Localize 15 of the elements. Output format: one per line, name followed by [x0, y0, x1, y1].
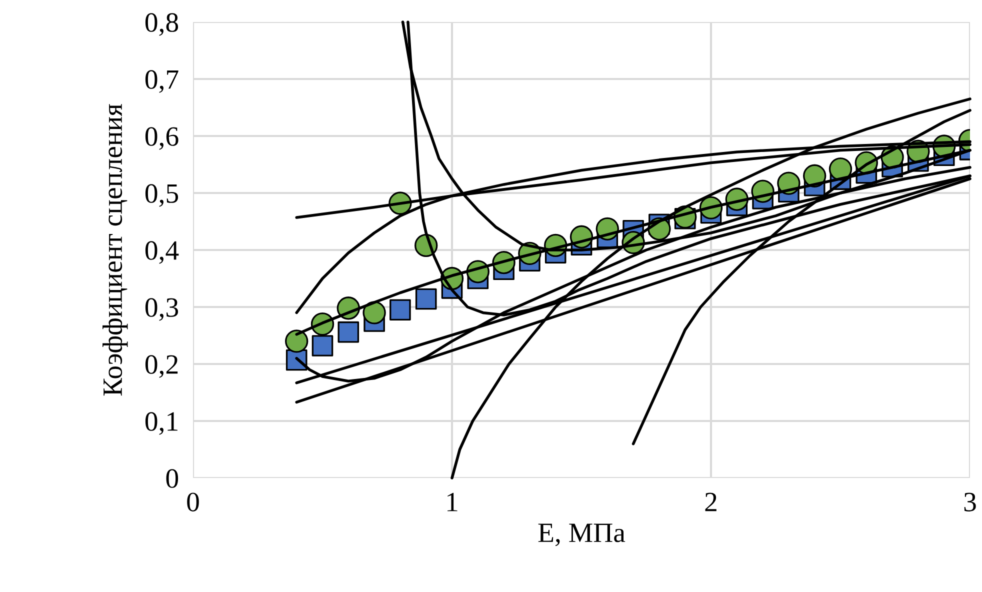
- x-tick-label: 2: [705, 492, 716, 512]
- x-tick-label: 1: [448, 492, 458, 512]
- y-tick-label: 0,2: [145, 355, 178, 378]
- y-tick-label: 0,3: [145, 298, 178, 321]
- y-tick-label: 0,6: [145, 127, 178, 150]
- x-tick-label: 3: [964, 492, 976, 512]
- y-tick-label: 0,5: [145, 184, 178, 207]
- y-axis-title: Коэффициент сцепления: [102, 104, 128, 396]
- y-tick-label: 0,4: [145, 241, 179, 264]
- y-tick-label: 0,7: [145, 70, 178, 93]
- x-axis-title: E, МПа: [538, 524, 626, 546]
- y-tick-label: 0: [166, 469, 178, 488]
- y-tick-label: 0,1: [145, 412, 178, 435]
- x-tick-label: 0: [187, 492, 199, 512]
- y-tick-label: 0,8: [145, 13, 178, 36]
